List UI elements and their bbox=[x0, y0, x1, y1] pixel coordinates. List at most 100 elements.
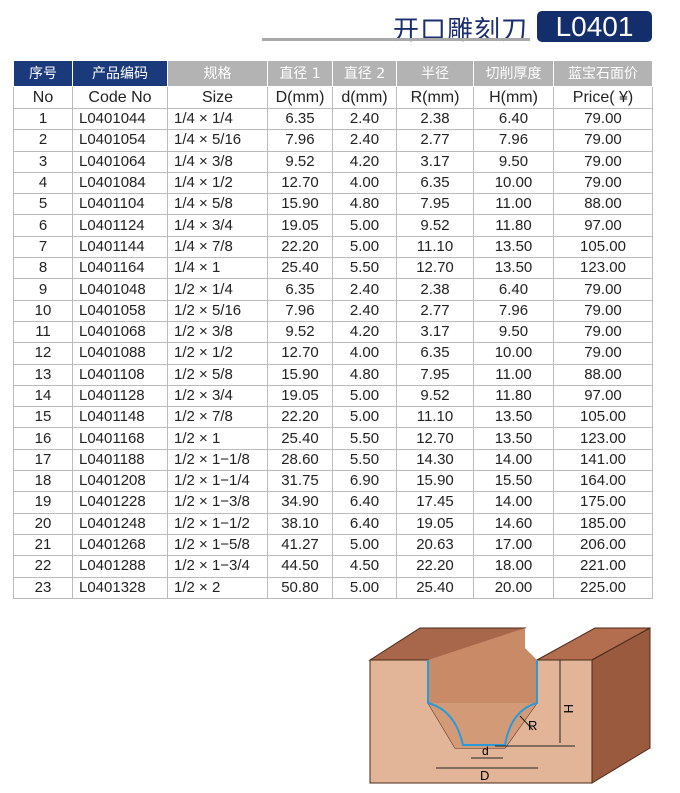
table-cell: 22 bbox=[13, 555, 73, 578]
table-cell: 31.75 bbox=[267, 470, 333, 493]
table-cell: L0401068 bbox=[72, 320, 168, 344]
column-header: 直径 1 bbox=[267, 60, 333, 87]
table-cell: 12.70 bbox=[396, 427, 474, 450]
table-cell: 50.80 bbox=[267, 576, 333, 599]
table-cell: 2.38 bbox=[396, 107, 474, 131]
column-header: 半径 bbox=[396, 60, 474, 87]
table-cell: 12.70 bbox=[267, 171, 333, 195]
table-cell: 11.10 bbox=[396, 235, 474, 259]
table-cell: 5.50 bbox=[332, 448, 397, 472]
table-row: 21 L0401268 1/2 × 1−5/8 41.27 5.00 20.63 17.00… bbox=[13, 533, 653, 557]
table-row: 14 L0401128 1/2 × 3/4 19.05 5.00 9.52 11.80 97.… bbox=[13, 384, 653, 408]
column-header-en: No bbox=[13, 86, 73, 109]
table-cell: 1/4 × 1/4 bbox=[167, 107, 268, 131]
table-cell: 1/4 × 1 bbox=[167, 257, 268, 280]
table-cell: L0401268 bbox=[72, 533, 168, 557]
table-cell: 9.52 bbox=[396, 384, 474, 408]
table-cell: 15 bbox=[13, 406, 73, 429]
table-cell: 17.00 bbox=[473, 533, 554, 557]
table-cell: 1/2 × 5/16 bbox=[167, 299, 268, 322]
table-cell: 7 bbox=[13, 235, 73, 259]
column-header: 直径 2 bbox=[332, 60, 397, 87]
table-cell: L0401164 bbox=[72, 257, 168, 280]
table-cell: L0401104 bbox=[72, 193, 168, 216]
table-cell: 28.60 bbox=[267, 448, 333, 472]
label-D: D bbox=[480, 768, 489, 783]
table-row: 17 L0401188 1/2 × 1−1/8 28.60 5.50 14.30 14.00… bbox=[13, 448, 653, 472]
table-cell: L0401088 bbox=[72, 342, 168, 365]
table-cell: 4.50 bbox=[332, 555, 397, 578]
table-cell: 5.00 bbox=[332, 235, 397, 259]
table-cell: L0401064 bbox=[72, 150, 168, 173]
table-cell: 3 bbox=[13, 150, 73, 173]
table-cell: 10 bbox=[13, 299, 73, 322]
table-cell: 206.00 bbox=[553, 533, 653, 557]
table-cell: 5.00 bbox=[332, 533, 397, 557]
table-cell: 105.00 bbox=[553, 235, 653, 259]
table-cell: 1/2 × 1 bbox=[167, 427, 268, 450]
groove-diagram: H R d D bbox=[368, 627, 651, 784]
column-header: 切削厚度 bbox=[473, 60, 554, 87]
table-cell: 5.00 bbox=[332, 406, 397, 429]
table-cell: 2.40 bbox=[332, 278, 397, 301]
table-cell: L0401144 bbox=[72, 235, 168, 259]
table-cell: 79.00 bbox=[553, 342, 653, 365]
table-cell: 97.00 bbox=[553, 214, 653, 237]
table-cell: 7.96 bbox=[473, 299, 554, 322]
table-row: 5 L0401104 1/4 × 5/8 15.90 4.80 7.95 11.00 88.0… bbox=[13, 193, 653, 216]
table-cell: L0401108 bbox=[72, 363, 168, 386]
table-cell: 1/2 × 1−1/4 bbox=[167, 470, 268, 493]
table-cell: L0401328 bbox=[72, 576, 168, 599]
table-cell: 6.90 bbox=[332, 470, 397, 493]
table-cell: 4.20 bbox=[332, 320, 397, 344]
table-cell: L0401248 bbox=[72, 512, 168, 535]
table-cell: 9.52 bbox=[267, 320, 333, 344]
table-cell: 123.00 bbox=[553, 257, 653, 280]
table-cell: 1/2 × 1−1/2 bbox=[167, 512, 268, 535]
table-cell: 11.10 bbox=[396, 406, 474, 429]
column-header-en: Price( ¥) bbox=[553, 86, 653, 109]
label-R: R bbox=[528, 718, 537, 733]
table-cell: 6.35 bbox=[396, 342, 474, 365]
table-cell: 5 bbox=[13, 193, 73, 216]
table-row: 18 L0401208 1/2 × 1−1/4 31.75 6.90 15.90 15.50… bbox=[13, 470, 653, 493]
table-cell: 1/2 × 3/4 bbox=[167, 384, 268, 408]
table-cell: 25.40 bbox=[267, 257, 333, 280]
table-row: 20 L0401248 1/2 × 1−1/2 38.10 6.40 19.05 14.60… bbox=[13, 512, 653, 535]
table-cell: 15.90 bbox=[267, 193, 333, 216]
table-cell: 11 bbox=[13, 320, 73, 344]
table-row: 10 L0401058 1/2 × 5/16 7.96 2.40 2.77 7.96 79.0… bbox=[13, 299, 653, 322]
table-row: 12 L0401088 1/2 × 1/2 12.70 4.00 6.35 10.00 79.… bbox=[13, 342, 653, 365]
table-cell: 9.50 bbox=[473, 320, 554, 344]
title-underline bbox=[262, 38, 530, 41]
table-cell: 2.77 bbox=[396, 299, 474, 322]
column-header: 蓝宝石面价 bbox=[553, 60, 653, 87]
table-cell: 97.00 bbox=[553, 384, 653, 408]
table-cell: 1/4 × 5/8 bbox=[167, 193, 268, 216]
table-cell: L0401124 bbox=[72, 214, 168, 237]
table-cell: 14.00 bbox=[473, 491, 554, 514]
table-row: 9 L0401048 1/2 × 1/4 6.35 2.40 2.38 6.40 79.00 bbox=[13, 278, 653, 301]
table-cell: 7.96 bbox=[267, 299, 333, 322]
table-cell: 5.00 bbox=[332, 214, 397, 237]
table-cell: 105.00 bbox=[553, 406, 653, 429]
table-cell: L0401208 bbox=[72, 470, 168, 493]
table-cell: 16 bbox=[13, 427, 73, 450]
table-cell: 1/2 × 1−1/8 bbox=[167, 448, 268, 472]
table-cell: 6.40 bbox=[332, 491, 397, 514]
table-row: 4 L0401084 1/4 × 1/2 12.70 4.00 6.35 10.00 79.0… bbox=[13, 171, 653, 195]
table-row: 7 L0401144 1/4 × 7/8 22.20 5.00 11.10 13.50 105… bbox=[13, 235, 653, 259]
table-cell: 21 bbox=[13, 533, 73, 557]
table-cell: 1/4 × 5/16 bbox=[167, 129, 268, 152]
table-cell: L0401054 bbox=[72, 129, 168, 152]
table-cell: 13.50 bbox=[473, 406, 554, 429]
column-header-en: D(mm) bbox=[267, 86, 333, 109]
table-cell: 1/2 × 3/8 bbox=[167, 320, 268, 344]
table-cell: 1/2 × 1−5/8 bbox=[167, 533, 268, 557]
table-row: 2 L0401054 1/4 × 5/16 7.96 2.40 2.77 7.96 79.00 bbox=[13, 129, 653, 152]
table-row: 1 L0401044 1/4 × 1/4 6.35 2.40 2.38 6.40 79.00 bbox=[13, 107, 653, 131]
table-cell: 185.00 bbox=[553, 512, 653, 535]
product-title: 开口雕刻刀 bbox=[393, 16, 529, 46]
table-cell: 19 bbox=[13, 491, 73, 514]
spec-table: 序号 产品编码 规格 直径 1 直径 2 半径 切削厚度 蓝宝石面价 No Code No Siz… bbox=[13, 60, 653, 599]
